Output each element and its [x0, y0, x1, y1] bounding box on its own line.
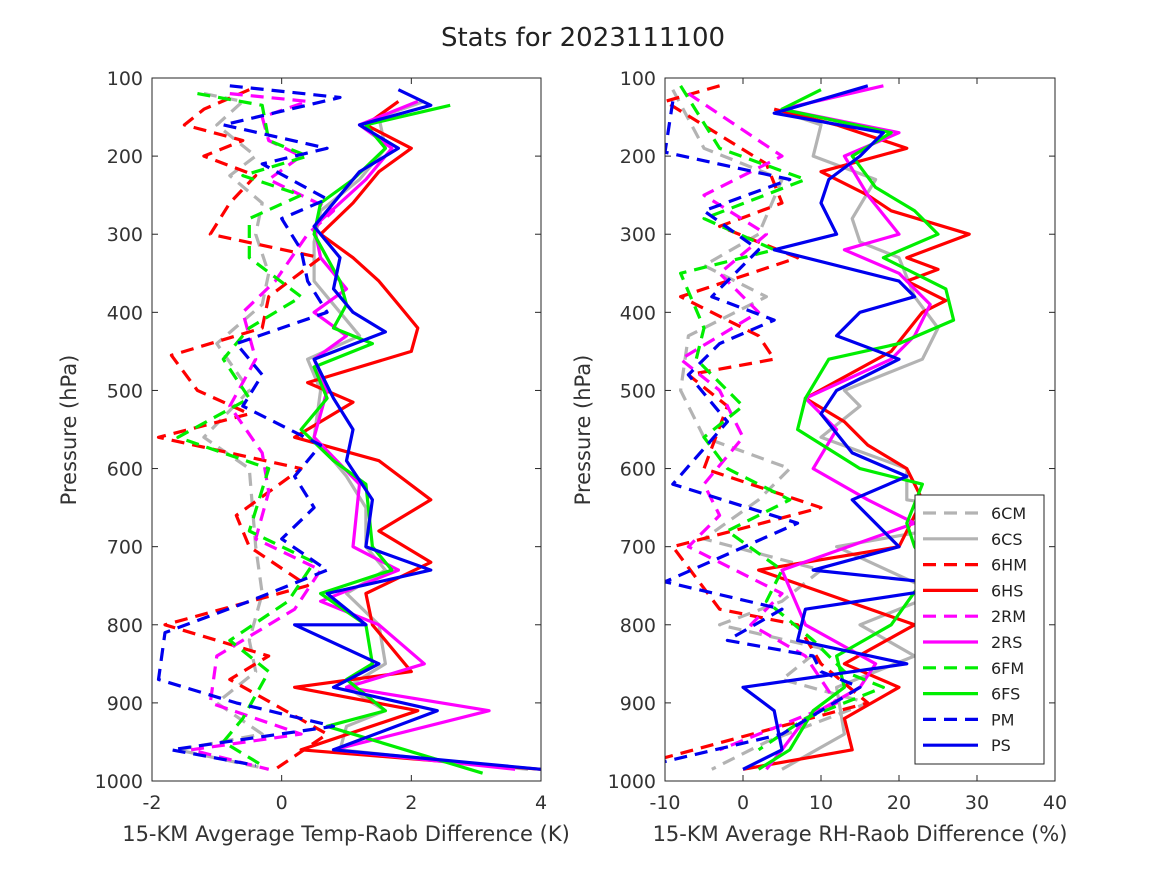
series-line-rh-6cs [773, 107, 1018, 771]
legend-label-6hs: 6HS [991, 581, 1023, 600]
y-tick-label: 800 [620, 615, 656, 637]
series-line-temp-ps [293, 88, 541, 771]
legend-box [914, 494, 1045, 765]
legend-label-ps: PS [991, 736, 1011, 755]
rh-series-layer [665, 84, 1018, 771]
y-tick-label: 400 [620, 302, 656, 324]
legend: 6CM 6CS 6HM 6HS 2RM 2RS 6FM 6FS PM PS [914, 494, 1045, 765]
rh-tick-layer: -10 0 10 20 30 40 100 200 300 400 500 600 700 800 900 1… [608, 68, 1067, 814]
legend-items: 6CM 6CS 6HM 6HS 2RM 2RS 6FM 6FS PM PS [923, 504, 1027, 755]
legend-label-2rs: 2RS [991, 633, 1022, 652]
y-tick-label: 500 [107, 380, 143, 402]
y-tick-label: 500 [620, 380, 656, 402]
y-axis-label-rh: Pressure (hPa) [571, 355, 595, 506]
y-tick-label: 200 [620, 146, 656, 168]
x-tick-label: 40 [1043, 792, 1067, 814]
legend-label-6fs: 6FS [991, 685, 1020, 704]
y-tick-label: 900 [107, 693, 143, 715]
series-line-temp-6fm [176, 92, 316, 767]
legend-label-6fm: 6FM [991, 659, 1024, 678]
legend-label-6cs: 6CS [991, 530, 1023, 549]
y-tick-label: 800 [107, 615, 143, 637]
x-tick-label: 0 [276, 792, 288, 814]
y-tick-label: 100 [107, 68, 143, 90]
y-tick-label: 1000 [608, 771, 656, 793]
temp-series-layer [156, 84, 541, 775]
y-tick-label: 1000 [95, 771, 143, 793]
series-line-temp-6fs [299, 103, 484, 775]
y-tick-label: 700 [107, 537, 143, 559]
x-tick-label: 2 [405, 792, 417, 814]
series-line-rh-2rm [678, 92, 839, 752]
figure-title: Stats for 2023111100 [441, 23, 725, 53]
y-tick-label: 900 [620, 693, 656, 715]
temp-difference-panel: -2 0 2 4 100 200 300 400 500 600 700 800 900 1000 15-… [57, 68, 570, 846]
x-axis-label-temp: 15-KM Avgerage Temp-Raob Difference (K) [122, 822, 570, 846]
x-tick-label: 10 [809, 792, 833, 814]
x-tick-label: -2 [143, 792, 162, 814]
x-tick-label: 20 [887, 792, 911, 814]
y-tick-label: 600 [620, 459, 656, 481]
legend-label-2rm: 2RM [991, 607, 1026, 626]
x-tick-label: 30 [965, 792, 989, 814]
y-tick-label: 700 [620, 537, 656, 559]
series-line-temp-2rs [312, 99, 516, 771]
series-line-temp-6hm [156, 88, 329, 771]
series-line-rh-ps [741, 84, 964, 771]
series-line-temp-pm [156, 84, 342, 767]
y-tick-label: 400 [107, 302, 143, 324]
series-line-temp-2rm [189, 92, 336, 771]
y-tick-label: 200 [107, 146, 143, 168]
legend-label-pm: PM [991, 710, 1014, 729]
x-tick-label: 0 [737, 792, 749, 814]
x-axis-label-rh: 15-KM Average RH-Raob Difference (%) [653, 822, 1068, 846]
legend-label-6cm: 6CM [991, 504, 1026, 523]
y-axis-label-temp: Pressure (hPa) [57, 355, 81, 506]
y-tick-label: 300 [107, 224, 143, 246]
y-tick-label: 600 [107, 459, 143, 481]
axes-box-rh [664, 77, 1056, 782]
axes-box-temp [151, 77, 542, 782]
series-line-rh-6fs [757, 88, 956, 771]
x-tick-label: 4 [535, 792, 547, 814]
y-tick-label: 100 [620, 68, 656, 90]
x-tick-label: -10 [649, 792, 680, 814]
series-line-temp-6cm [176, 92, 271, 771]
series-line-temp-6hs [293, 100, 541, 771]
legend-label-6hm: 6HM [991, 556, 1027, 575]
y-tick-label: 300 [620, 224, 656, 246]
temp-tick-layer: -2 0 2 4 100 200 300 400 500 600 700 800 900 1000 [95, 68, 547, 814]
series-line-rh-pm [665, 101, 862, 764]
